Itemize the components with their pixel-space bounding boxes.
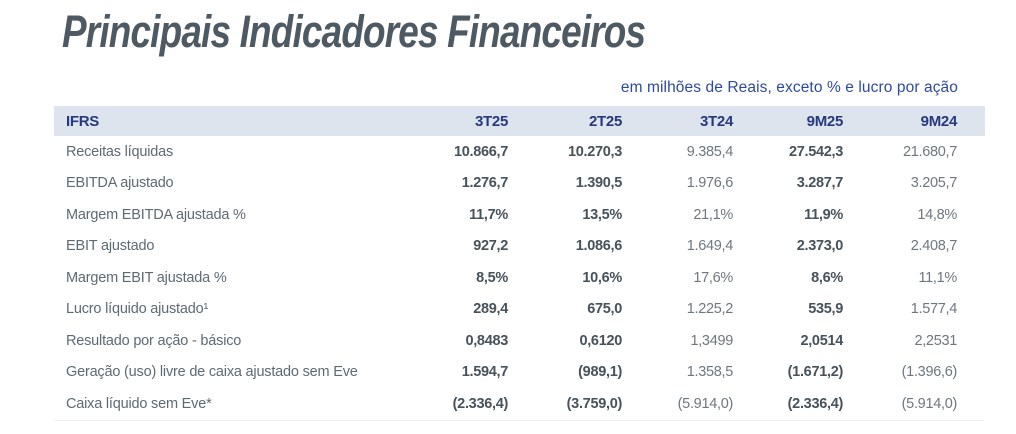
value-cell: 2.408,7	[910, 238, 958, 255]
table-row: Lucro líquido ajustado¹ 289,4 675,0 1.22…	[54, 294, 985, 326]
value-cell: 14,8%	[917, 206, 957, 223]
row-label: Geração (uso) livre de caixa ajustado se…	[66, 364, 358, 381]
column-header-ifrs: IFRS	[66, 112, 99, 130]
value-cell: 1.358,5	[686, 364, 734, 381]
value-cell: (3.759,0)	[566, 395, 623, 412]
financial-indicators-table: IFRS 3T25 2T25 3T24 9M25 9M24 Receitas l…	[54, 106, 985, 421]
value-cell: 3.287,7	[796, 175, 844, 192]
table-header-row: IFRS 3T25 2T25 3T24 9M25 9M24	[54, 106, 985, 136]
column-header-2t25: 2T25	[589, 112, 622, 130]
table-row: EBITDA ajustado 1.276,7 1.390,5 1.976,6 …	[54, 168, 985, 200]
row-label: Caixa líquido sem Eve*	[66, 395, 212, 412]
value-cell: 1.390,5	[575, 175, 623, 192]
value-cell: 2,0514	[800, 332, 843, 349]
value-cell: 3.205,7	[910, 175, 958, 192]
value-cell: 289,4	[473, 301, 508, 318]
value-cell: (1.671,2)	[787, 364, 844, 381]
value-cell: 10,6%	[582, 269, 622, 286]
value-cell: 21,1%	[693, 206, 733, 223]
value-cell: 21.680,7	[902, 143, 957, 160]
row-label: Margem EBITDA ajustada %	[66, 206, 246, 223]
row-label: EBIT ajustado	[66, 238, 155, 255]
value-cell: 927,2	[473, 238, 508, 255]
units-note: em milhões de Reais, exceto % e lucro po…	[620, 79, 958, 96]
value-cell: 11,7%	[469, 206, 508, 223]
value-cell: 0,6120	[579, 332, 622, 349]
value-cell: 10.270,3	[567, 143, 622, 160]
value-cell: 8,6%	[811, 269, 843, 286]
value-cell: 17,6%	[693, 269, 733, 286]
value-cell: 1.225,2	[686, 301, 734, 318]
value-cell: 13,5%	[582, 206, 622, 223]
value-cell: 1.649,4	[686, 238, 734, 255]
value-cell: 0,8483	[465, 332, 508, 349]
value-cell: 535,9	[808, 301, 843, 318]
value-cell: (5.914,0)	[677, 395, 734, 412]
row-label: Receitas líquidas	[66, 143, 174, 160]
row-label: Lucro líquido ajustado¹	[66, 301, 209, 318]
table-row: Resultado por ação - básico 0,8483 0,612…	[54, 325, 985, 357]
value-cell: (1.396,6)	[901, 364, 958, 381]
value-cell: 8,5%	[476, 269, 508, 286]
value-cell: 1,3499	[690, 332, 733, 349]
value-cell: 1.276,7	[461, 175, 509, 192]
value-cell: 1.976,6	[686, 175, 734, 192]
row-label: Margem EBIT ajustada %	[66, 269, 227, 286]
table-row: EBIT ajustado 927,2 1.086,6 1.649,4 2.37…	[54, 231, 985, 263]
value-cell: 27.542,3	[788, 143, 843, 160]
value-cell: (5.914,0)	[901, 395, 958, 412]
value-cell: 1.594,7	[461, 364, 509, 381]
table-row: Receitas líquidas 10.866,7 10.270,3 9.38…	[54, 136, 985, 168]
column-header-9m25: 9M25	[806, 112, 844, 130]
value-cell: (2.336,4)	[787, 395, 844, 412]
value-cell: 1.577,4	[910, 301, 958, 318]
value-cell: 2.373,0	[796, 238, 844, 255]
row-label: Resultado por ação - básico	[66, 332, 242, 349]
table-row: Margem EBITDA ajustada % 11,7% 13,5% 21,…	[54, 199, 985, 231]
row-label: EBITDA ajustado	[66, 175, 174, 192]
value-cell: 11,1%	[918, 269, 957, 286]
value-cell: 2,2531	[914, 332, 957, 349]
table-body: Receitas líquidas 10.866,7 10.270,3 9.38…	[54, 136, 985, 421]
table-row: Geração (uso) livre de caixa ajustado se…	[54, 357, 985, 389]
page-title: Principais Indicadores Financeiros	[62, 6, 646, 57]
value-cell: 10.866,7	[453, 143, 508, 160]
value-cell: (2.336,4)	[452, 395, 509, 412]
column-header-3t24: 3T24	[700, 112, 733, 130]
value-cell: 675,0	[587, 301, 622, 318]
value-cell: 11,9%	[804, 206, 843, 223]
value-cell: 1.086,6	[575, 238, 623, 255]
column-header-3t25: 3T25	[475, 112, 508, 130]
table-row: Margem EBIT ajustada % 8,5% 10,6% 17,6% …	[54, 262, 985, 294]
value-cell: 9.385,4	[686, 143, 734, 160]
table-row: Caixa líquido sem Eve* (2.336,4) (3.759,…	[54, 388, 985, 420]
column-header-9m24: 9M24	[920, 112, 958, 130]
value-cell: (989,1)	[578, 364, 622, 381]
